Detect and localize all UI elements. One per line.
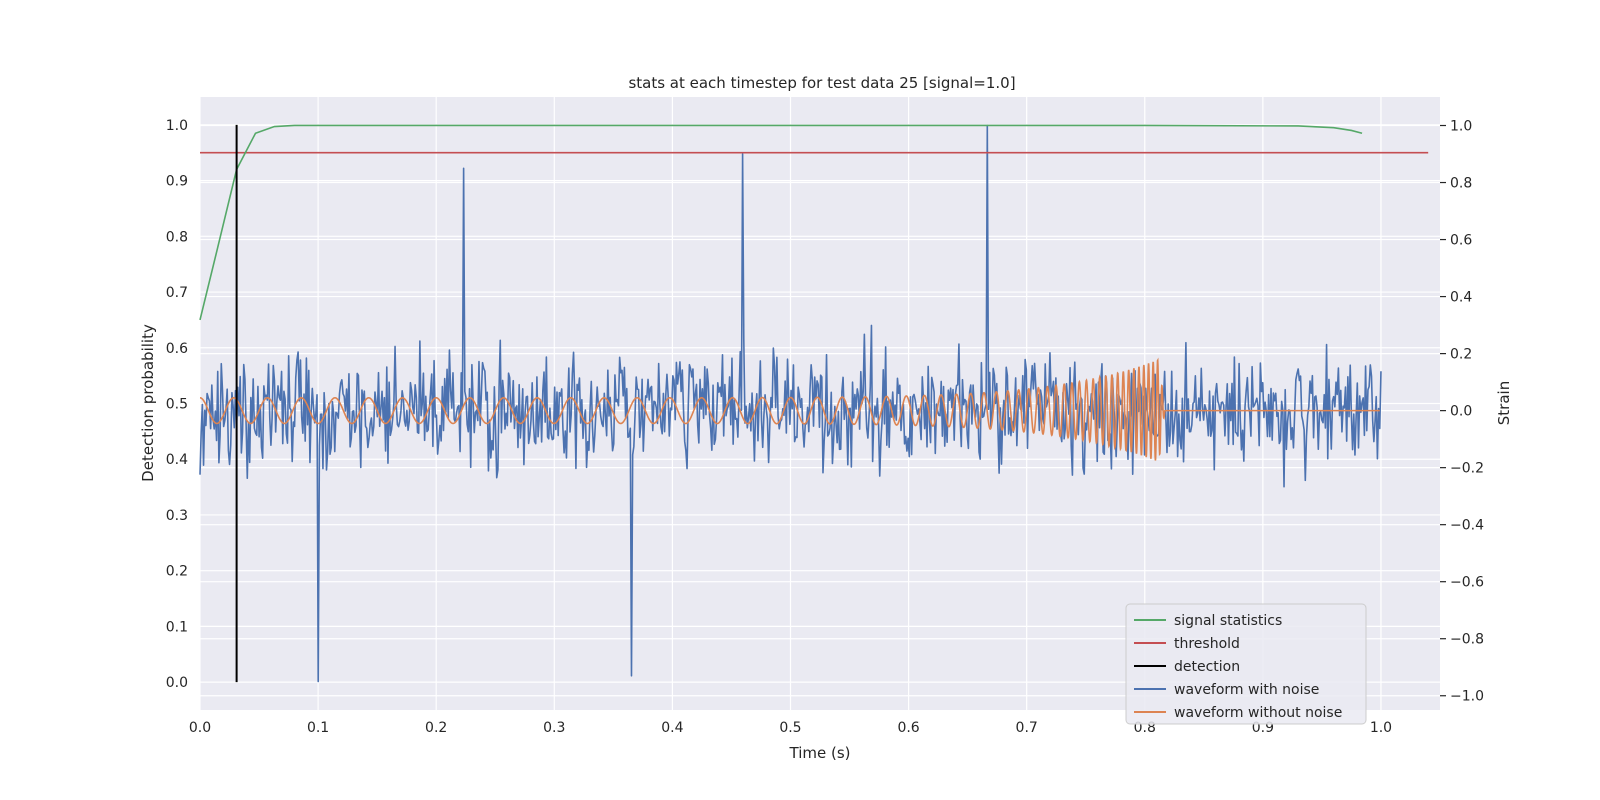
left-tick-label: 0.6 xyxy=(166,341,188,357)
right-axis-label: Strain xyxy=(1495,381,1513,425)
right-tick-label: −0.4 xyxy=(1450,518,1484,534)
left-tick-label: 0.0 xyxy=(166,675,188,691)
x-tick-label: 0.2 xyxy=(425,720,447,736)
left-tick-label: 0.7 xyxy=(166,285,188,301)
legend: signal statistics threshold detection wavef… xyxy=(1125,603,1367,725)
series-waveform-without-noise xyxy=(199,357,1380,461)
right-tick-label: −1.0 xyxy=(1450,689,1484,705)
legend-box xyxy=(1125,603,1367,725)
x-tick-label: 0.4 xyxy=(661,720,683,736)
right-axis-ticks: −1.0 −0.8 −0.6 −0.4 −0.2 0.0 0.2 0.4 0.6 0.8 1.0 xyxy=(1440,119,1484,705)
x-tick-label: 0.1 xyxy=(307,720,329,736)
legend-label: threshold xyxy=(1174,636,1240,652)
right-tick-label: −0.2 xyxy=(1450,461,1484,477)
x-axis-label: Time (s) xyxy=(789,744,851,762)
x-tick-label: 0.0 xyxy=(189,720,211,736)
left-axis-label: Detection probability xyxy=(139,324,157,482)
right-tick-label: 0.6 xyxy=(1450,233,1472,249)
legend-label: signal statistics xyxy=(1174,613,1282,629)
left-tick-label: 0.1 xyxy=(166,619,188,635)
chart-title: stats at each timestep for test data 25 … xyxy=(628,74,1015,92)
right-tick-label: 0.4 xyxy=(1450,290,1472,306)
right-tick-label: 0.0 xyxy=(1450,404,1472,420)
legend-label: waveform with noise xyxy=(1174,682,1319,698)
right-tick-label: 0.2 xyxy=(1450,347,1472,363)
left-tick-label: 0.5 xyxy=(166,397,188,413)
x-tick-label: 0.5 xyxy=(779,720,801,736)
left-tick-label: 0.4 xyxy=(166,452,188,468)
left-tick-label: 1.0 xyxy=(166,118,188,134)
series-waveform-with-noise xyxy=(199,124,1382,683)
legend-label: detection xyxy=(1174,659,1240,675)
legend-label: waveform without noise xyxy=(1174,705,1342,721)
left-tick-label: 0.8 xyxy=(166,229,188,245)
x-axis-ticks: 0.0 0.1 0.2 0.3 0.4 0.5 0.6 0.7 0.8 0.9 1.0 xyxy=(189,720,1392,736)
x-tick-label: 0.3 xyxy=(543,720,565,736)
series-signal-statistics xyxy=(199,124,1363,321)
x-tick-label: 0.6 xyxy=(897,720,919,736)
left-axis-ticks: 0.0 0.1 0.2 0.3 0.4 0.5 0.6 0.7 0.8 0.9 1.0 xyxy=(166,118,188,691)
x-tick-label: 1.0 xyxy=(1370,720,1392,736)
x-tick-label: 0.7 xyxy=(1016,720,1038,736)
left-tick-label: 0.2 xyxy=(166,564,188,580)
series-layer xyxy=(199,124,1429,683)
right-tick-label: −0.8 xyxy=(1450,632,1484,648)
right-tick-label: −0.6 xyxy=(1450,575,1484,591)
left-tick-label: 0.9 xyxy=(166,174,188,190)
left-tick-label: 0.3 xyxy=(166,508,188,524)
right-tick-label: 1.0 xyxy=(1450,119,1472,135)
right-tick-label: 0.8 xyxy=(1450,176,1472,192)
